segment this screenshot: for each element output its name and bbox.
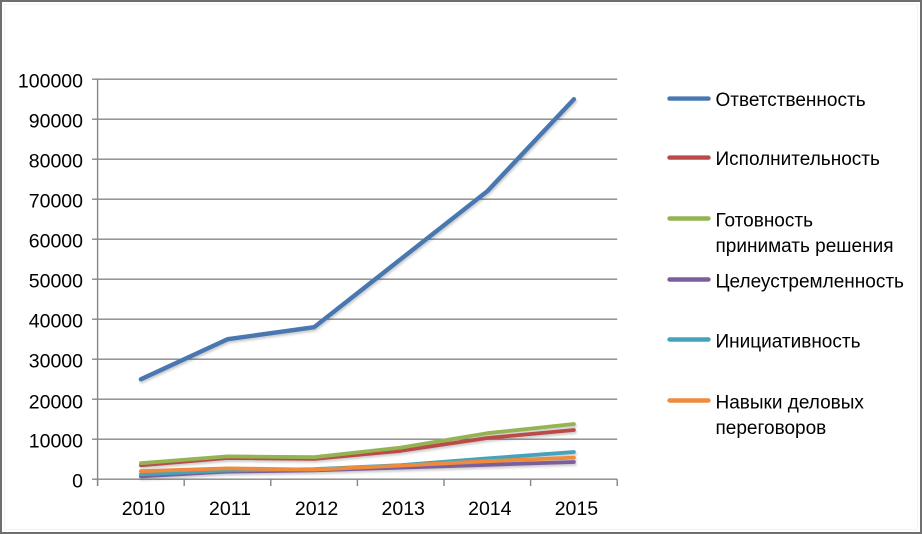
svg-text:принимать решения: принимать решения <box>716 236 894 257</box>
svg-text:переговоров: переговоров <box>716 418 827 439</box>
svg-text:Готовность: Готовность <box>716 210 814 231</box>
svg-text:50000: 50000 <box>29 270 83 292</box>
svg-text:2013: 2013 <box>382 498 425 520</box>
svg-text:Инициативность: Инициативность <box>716 331 861 352</box>
svg-text:0: 0 <box>72 470 83 492</box>
svg-text:2014: 2014 <box>468 498 512 520</box>
svg-text:Ответственность: Ответственность <box>716 90 866 111</box>
svg-text:10000: 10000 <box>29 430 83 452</box>
svg-text:2011: 2011 <box>209 498 251 520</box>
svg-text:70000: 70000 <box>29 190 83 212</box>
svg-text:80000: 80000 <box>29 150 83 172</box>
svg-text:2015: 2015 <box>555 498 599 520</box>
svg-text:Целеустремленность: Целеустремленность <box>716 271 905 292</box>
svg-text:2012: 2012 <box>295 498 338 520</box>
svg-text:100000: 100000 <box>18 70 83 92</box>
svg-text:30000: 30000 <box>29 350 83 372</box>
svg-text:90000: 90000 <box>29 110 83 132</box>
svg-text:40000: 40000 <box>29 310 83 332</box>
svg-text:2010: 2010 <box>122 498 166 520</box>
svg-text:Исполнительность: Исполнительность <box>716 149 880 170</box>
svg-text:20000: 20000 <box>29 391 83 413</box>
svg-text:Навыки деловых: Навыки деловых <box>716 392 865 413</box>
svg-text:60000: 60000 <box>29 230 83 252</box>
